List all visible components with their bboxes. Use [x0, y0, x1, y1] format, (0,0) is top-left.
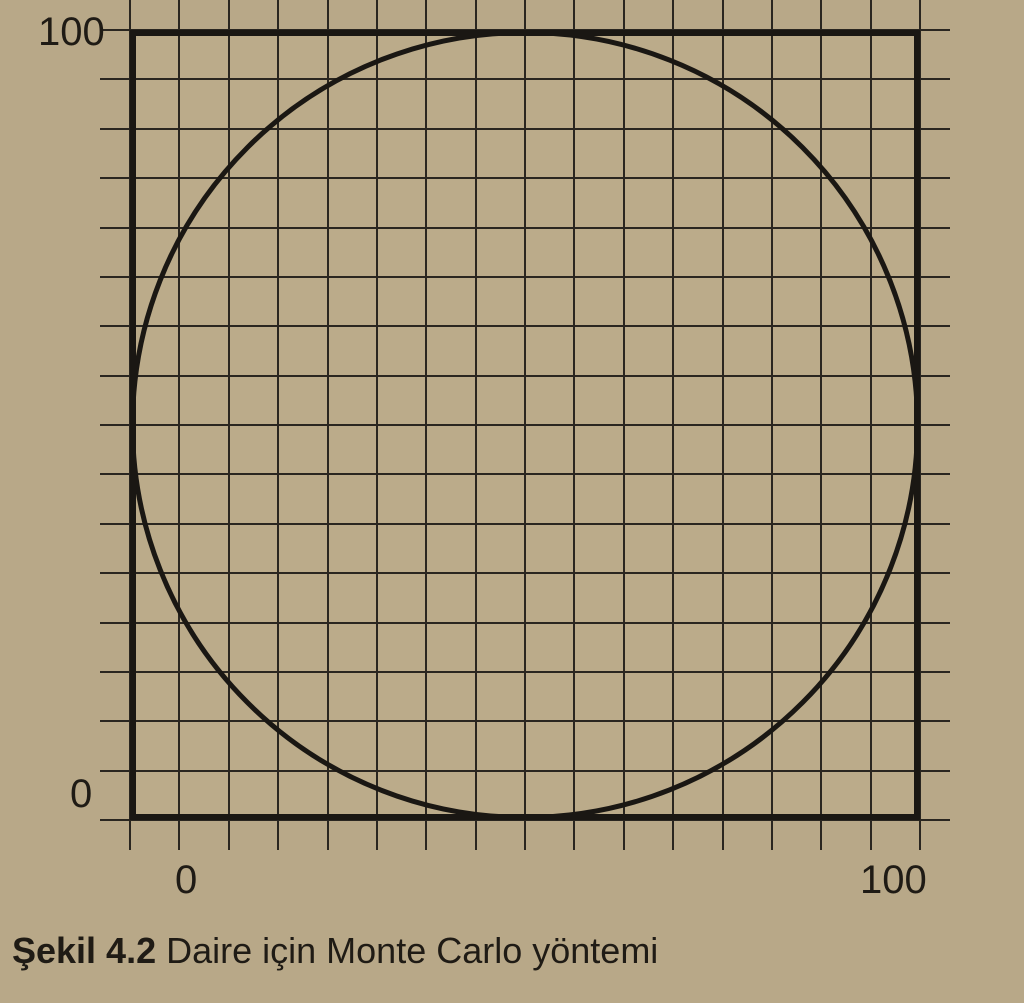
- grid-ext-right: [920, 572, 950, 574]
- grid-ext-left: [100, 720, 130, 722]
- grid-ext-bottom: [425, 820, 427, 850]
- grid-ext-left: [100, 523, 130, 525]
- grid-ext-top: [129, 0, 131, 30]
- grid-ext-bottom: [672, 820, 674, 850]
- grid-ext-left: [100, 276, 130, 278]
- grid-ext-right: [920, 177, 950, 179]
- grid-ext-left: [100, 177, 130, 179]
- grid-ext-left: [100, 473, 130, 475]
- grid-ext-top: [771, 0, 773, 30]
- grid-ext-top: [623, 0, 625, 30]
- grid-ext-right: [920, 473, 950, 475]
- grid-ext-left: [100, 375, 130, 377]
- grid-ext-right: [920, 29, 950, 31]
- grid-ext-bottom: [277, 820, 279, 850]
- grid-ext-left: [100, 770, 130, 772]
- grid-ext-bottom: [623, 820, 625, 850]
- x-axis-min-label: 0: [175, 858, 197, 903]
- caption-text: Daire için Monte Carlo yöntemi: [156, 930, 658, 971]
- figure-caption: Şekil 4.2 Daire için Monte Carlo yöntemi: [12, 930, 658, 972]
- grid-ext-top: [870, 0, 872, 30]
- grid-ext-right: [920, 424, 950, 426]
- frame-left: [130, 30, 136, 820]
- grid-ext-bottom: [820, 820, 822, 850]
- grid-ext-right: [920, 523, 950, 525]
- grid-ext-right: [920, 819, 950, 821]
- grid-ext-top: [573, 0, 575, 30]
- grid-ext-top: [672, 0, 674, 30]
- grid-ext-right: [920, 227, 950, 229]
- grid-ext-right: [920, 325, 950, 327]
- grid-ext-bottom: [228, 820, 230, 850]
- grid-ext-top: [376, 0, 378, 30]
- grid-ext-left: [100, 128, 130, 130]
- grid-ext-bottom: [573, 820, 575, 850]
- grid-ext-left: [100, 572, 130, 574]
- grid-ext-left: [100, 227, 130, 229]
- grid-ext-bottom: [722, 820, 724, 850]
- frame-bottom: [130, 814, 920, 820]
- grid-ext-right: [920, 128, 950, 130]
- y-axis-min-label: 0: [70, 772, 92, 817]
- grid-ext-right: [920, 78, 950, 80]
- grid-ext-top: [475, 0, 477, 30]
- grid-ext-right: [920, 622, 950, 624]
- grid-ext-right: [920, 276, 950, 278]
- grid-ext-right: [920, 671, 950, 673]
- grid-ext-bottom: [919, 820, 921, 850]
- grid-ext-right: [920, 375, 950, 377]
- frame-right: [914, 30, 920, 820]
- grid-ext-left: [100, 78, 130, 80]
- y-axis-max-label: 100: [38, 10, 105, 55]
- grid-ext-bottom: [178, 820, 180, 850]
- caption-bold: Şekil 4.2: [12, 930, 156, 971]
- grid-ext-bottom: [129, 820, 131, 850]
- figure-container: 100 0 0 100 Şekil 4.2 Daire için Monte C…: [0, 0, 1024, 1003]
- grid-ext-bottom: [771, 820, 773, 850]
- grid-ext-top: [228, 0, 230, 30]
- grid-ext-right: [920, 720, 950, 722]
- grid-ext-top: [820, 0, 822, 30]
- grid-ext-left: [100, 424, 130, 426]
- frame-top: [130, 30, 920, 36]
- grid-ext-top: [919, 0, 921, 30]
- grid-ext-top: [178, 0, 180, 30]
- inscribed-circle: [130, 30, 920, 820]
- grid-ext-top: [327, 0, 329, 30]
- grid-ext-right: [920, 770, 950, 772]
- grid-ext-left: [100, 622, 130, 624]
- grid-ext-top: [425, 0, 427, 30]
- grid-ext-top: [722, 0, 724, 30]
- grid-ext-top: [524, 0, 526, 30]
- grid-ext-left: [100, 819, 130, 821]
- grid-ext-bottom: [327, 820, 329, 850]
- grid-ext-bottom: [524, 820, 526, 850]
- grid-area: [130, 30, 920, 820]
- x-axis-max-label: 100: [860, 858, 927, 903]
- grid-ext-left: [100, 671, 130, 673]
- grid-ext-left: [100, 325, 130, 327]
- grid-ext-bottom: [870, 820, 872, 850]
- grid-ext-top: [277, 0, 279, 30]
- grid-ext-bottom: [376, 820, 378, 850]
- grid-ext-bottom: [475, 820, 477, 850]
